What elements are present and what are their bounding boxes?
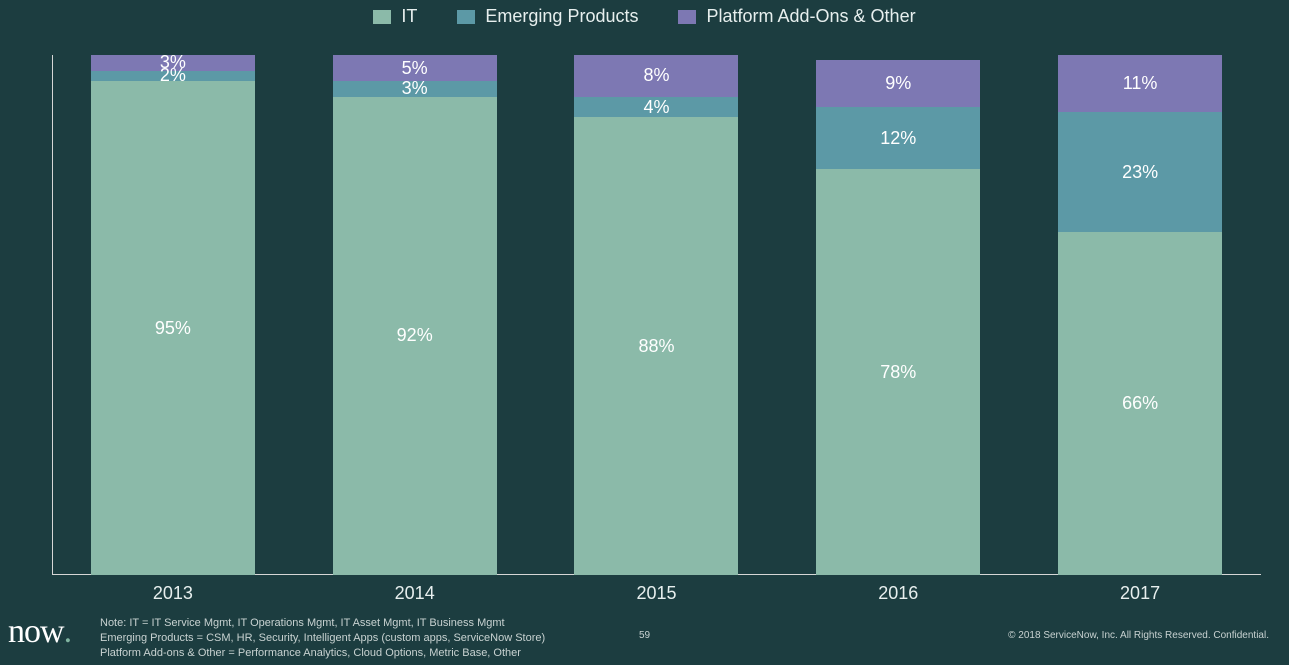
- segment-emerging-2017: 23%: [1058, 112, 1222, 232]
- brand-logo: now .: [8, 613, 72, 651]
- bar-2017: 11%23%66%: [1058, 55, 1222, 575]
- segment-platform-2016: 9%: [816, 60, 980, 107]
- x-label-2013: 2013: [91, 583, 255, 604]
- legend-swatch-emerging: [457, 10, 475, 24]
- x-label-2014: 2014: [333, 583, 497, 604]
- legend-swatch-platform: [678, 10, 696, 24]
- footnote-line-2: Emerging Products = CSM, HR, Security, I…: [100, 631, 545, 646]
- logo-text: now: [8, 613, 64, 651]
- bar-2014: 5%3%92%: [333, 55, 497, 575]
- footnote-line-1: Note: IT = IT Service Mgmt, IT Operation…: [100, 616, 545, 631]
- segment-it-2017: 66%: [1058, 232, 1222, 575]
- x-label-2017: 2017: [1058, 583, 1222, 604]
- chart-area: 3%2%95%5%3%92%8%4%88%9%12%78%11%23%66% 2…: [52, 55, 1261, 600]
- chart-bars: 3%2%95%5%3%92%8%4%88%9%12%78%11%23%66%: [52, 55, 1261, 575]
- legend-item-emerging: Emerging Products: [457, 6, 638, 27]
- x-axis-labels: 2013 2014 2015 2016 2017: [52, 583, 1261, 604]
- x-label-2015: 2015: [574, 583, 738, 604]
- page-number: 59: [639, 630, 650, 641]
- segment-platform-2014: 5%: [333, 55, 497, 81]
- copyright-text: © 2018 ServiceNow, Inc. All Rights Reser…: [1008, 630, 1269, 641]
- segment-emerging-2016: 12%: [816, 107, 980, 169]
- segment-it-2015: 88%: [574, 117, 738, 575]
- bar-2016: 9%12%78%: [816, 55, 980, 575]
- logo-dot-icon: .: [64, 613, 73, 651]
- bar-2015: 8%4%88%: [574, 55, 738, 575]
- legend-label-emerging: Emerging Products: [485, 6, 638, 27]
- segment-emerging-2015: 4%: [574, 97, 738, 118]
- segment-it-2014: 92%: [333, 97, 497, 575]
- segment-platform-2017: 11%: [1058, 55, 1222, 112]
- segment-emerging-2014: 3%: [333, 81, 497, 97]
- segment-platform-2015: 8%: [574, 55, 738, 97]
- segment-emerging-2013: 2%: [91, 71, 255, 81]
- footnote: Note: IT = IT Service Mgmt, IT Operation…: [100, 616, 545, 661]
- bar-2013: 3%2%95%: [91, 55, 255, 575]
- legend-item-it: IT: [373, 6, 417, 27]
- legend-label-it: IT: [401, 6, 417, 27]
- segment-it-2016: 78%: [816, 169, 980, 575]
- legend-swatch-it: [373, 10, 391, 24]
- chart-legend: IT Emerging Products Platform Add-Ons & …: [0, 6, 1289, 27]
- legend-label-platform: Platform Add-Ons & Other: [706, 6, 915, 27]
- footnote-line-3: Platform Add-ons & Other = Performance A…: [100, 646, 545, 661]
- legend-item-platform: Platform Add-Ons & Other: [678, 6, 915, 27]
- x-label-2016: 2016: [816, 583, 980, 604]
- segment-it-2013: 95%: [91, 81, 255, 575]
